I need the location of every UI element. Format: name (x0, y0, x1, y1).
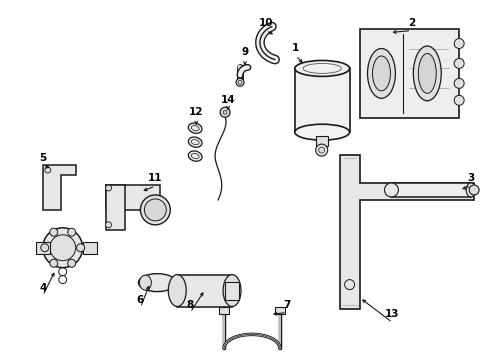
Ellipse shape (144, 199, 166, 221)
Text: 14: 14 (220, 95, 235, 105)
Polygon shape (42, 165, 76, 210)
Circle shape (45, 167, 51, 173)
Text: 11: 11 (148, 173, 163, 183)
Circle shape (318, 147, 324, 153)
Circle shape (105, 185, 111, 191)
Ellipse shape (294, 60, 349, 76)
Bar (82, 242, 96, 254)
Circle shape (77, 244, 84, 252)
Text: 6: 6 (137, 294, 144, 305)
Bar (219, 306, 228, 315)
Ellipse shape (294, 124, 349, 140)
Bar (105, 185, 125, 230)
Circle shape (50, 259, 58, 267)
Bar (315, 136, 327, 146)
Ellipse shape (417, 54, 435, 93)
Circle shape (453, 39, 463, 49)
Circle shape (453, 78, 463, 88)
Bar (294, 68, 349, 132)
Text: 12: 12 (188, 107, 203, 117)
Circle shape (220, 107, 229, 117)
Ellipse shape (412, 46, 440, 101)
Text: 8: 8 (186, 300, 193, 310)
Circle shape (453, 58, 463, 68)
Ellipse shape (168, 275, 186, 306)
Circle shape (67, 228, 76, 236)
Bar (36, 242, 50, 254)
Ellipse shape (465, 183, 475, 197)
Circle shape (105, 222, 111, 228)
Ellipse shape (188, 137, 202, 147)
Text: 7: 7 (283, 300, 290, 310)
Bar (274, 306, 285, 315)
Text: 3: 3 (467, 173, 474, 183)
Circle shape (223, 110, 226, 114)
Circle shape (50, 228, 58, 236)
Circle shape (50, 235, 76, 261)
Polygon shape (339, 155, 473, 310)
Ellipse shape (138, 274, 176, 292)
Text: 4: 4 (39, 283, 46, 293)
Ellipse shape (140, 195, 170, 225)
Text: 10: 10 (258, 18, 273, 28)
Text: 9: 9 (241, 48, 248, 58)
Circle shape (41, 244, 49, 252)
Circle shape (236, 78, 244, 86)
Bar (359, 28, 458, 118)
Ellipse shape (223, 275, 241, 306)
Circle shape (67, 259, 76, 267)
Bar (105, 185, 160, 210)
Bar (390, 183, 470, 197)
Circle shape (315, 144, 327, 156)
Bar (177, 275, 232, 306)
Text: 13: 13 (385, 310, 399, 319)
Ellipse shape (188, 151, 202, 161)
Bar (224, 282, 239, 300)
Text: 2: 2 (407, 18, 414, 28)
Circle shape (468, 185, 478, 195)
Text: 5: 5 (39, 153, 46, 163)
Ellipse shape (372, 56, 389, 91)
Ellipse shape (188, 123, 202, 133)
Ellipse shape (384, 183, 398, 197)
Circle shape (453, 95, 463, 105)
Circle shape (42, 228, 82, 268)
Circle shape (238, 80, 242, 84)
Ellipse shape (367, 49, 395, 98)
Text: 1: 1 (291, 42, 299, 53)
Ellipse shape (139, 275, 151, 290)
